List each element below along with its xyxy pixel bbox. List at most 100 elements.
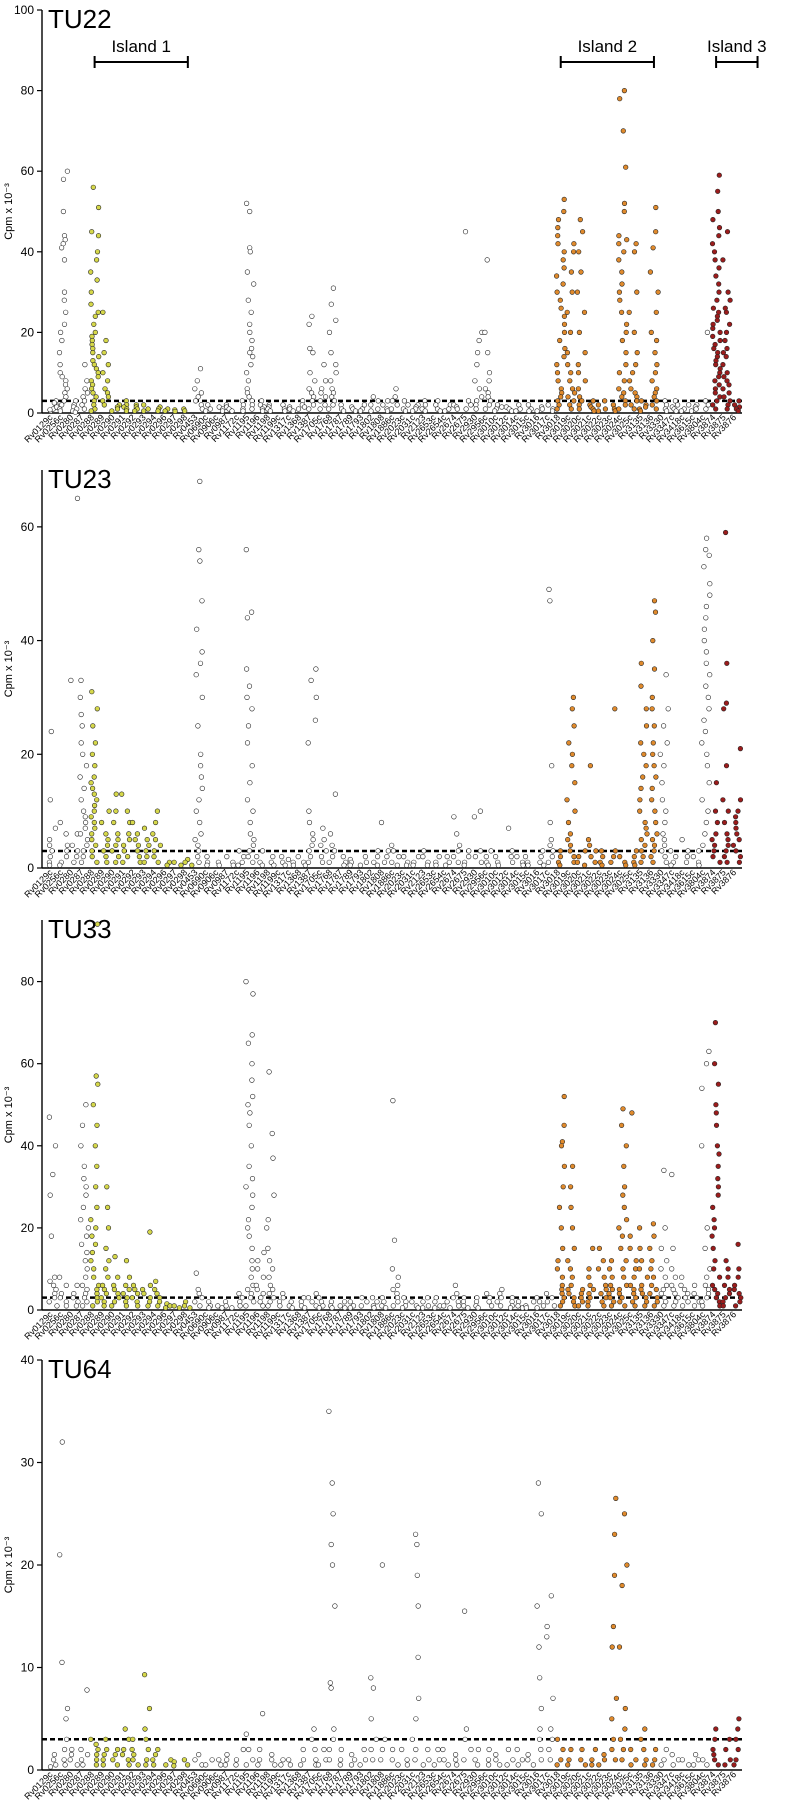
data-point [255, 1762, 261, 1768]
data-point [333, 317, 339, 323]
data-point [389, 1266, 396, 1272]
data-point [196, 859, 202, 865]
data-point [302, 862, 309, 868]
data-point [218, 1762, 224, 1768]
data-point [267, 1299, 273, 1305]
data-point [307, 345, 313, 352]
data-point [725, 842, 731, 848]
data-point [617, 297, 623, 303]
data-point [498, 1303, 504, 1309]
data-point [631, 1290, 637, 1297]
data-point [422, 402, 429, 408]
data-point [78, 677, 84, 684]
data-point [710, 402, 716, 408]
data-point [720, 386, 726, 392]
data-point [155, 408, 161, 414]
data-point [608, 1258, 615, 1264]
data-point [644, 831, 650, 837]
data-point [63, 831, 69, 837]
data-point [493, 853, 499, 860]
data-point [620, 1746, 627, 1753]
data-point [558, 1757, 564, 1763]
data-point [649, 402, 655, 408]
data-point [83, 1102, 89, 1108]
data-point [104, 1746, 110, 1753]
data-point [548, 836, 554, 843]
data-point [243, 546, 249, 553]
data-point [62, 237, 68, 243]
data-point [547, 842, 553, 848]
data-point [271, 1295, 277, 1301]
data-point [565, 394, 571, 400]
data-point [249, 1204, 255, 1210]
data-point [617, 96, 623, 102]
data-point [74, 1762, 80, 1768]
data-point [240, 408, 246, 414]
data-point [328, 350, 334, 356]
data-point [720, 1303, 726, 1309]
data-point [57, 862, 63, 868]
data-point [310, 831, 316, 837]
data-point [609, 1274, 615, 1280]
data-point [669, 1751, 675, 1758]
data-point [114, 1746, 121, 1753]
data-point [661, 842, 668, 848]
data-point [89, 848, 95, 854]
data-point [722, 1295, 729, 1301]
data-point [83, 1184, 89, 1190]
data-point [195, 853, 201, 860]
data-point [702, 398, 709, 404]
data-point [94, 1299, 100, 1305]
data-point [326, 1408, 332, 1414]
data-point [445, 1762, 451, 1768]
data-point [250, 842, 256, 848]
data-point [713, 1295, 719, 1301]
data-point [88, 1736, 94, 1742]
data-point [569, 289, 575, 295]
data-point [141, 859, 147, 865]
data-point [637, 1245, 643, 1251]
data-point [243, 1762, 249, 1768]
data-point [94, 706, 100, 712]
data-point [250, 991, 256, 997]
data-point [399, 1305, 406, 1311]
data-point [691, 1290, 697, 1297]
data-point [92, 329, 98, 336]
data-point [509, 848, 515, 854]
data-point [352, 408, 359, 414]
data-point [195, 842, 201, 848]
data-point [369, 1295, 376, 1301]
data-point [98, 819, 105, 826]
data-point [59, 1659, 65, 1665]
data-point [564, 350, 571, 356]
data-point [80, 853, 86, 860]
data-point [455, 848, 461, 854]
data-point [305, 1295, 312, 1301]
data-point [433, 862, 439, 868]
data-point [101, 1286, 107, 1293]
data-point [649, 694, 655, 701]
data-point [539, 406, 545, 412]
data-point [565, 362, 571, 368]
data-point [410, 862, 416, 868]
data-point [575, 386, 582, 392]
data-point [326, 1757, 333, 1763]
data-point [725, 1274, 731, 1280]
data-point [79, 1282, 85, 1288]
data-point [716, 382, 722, 388]
data-point [548, 1726, 554, 1732]
data-point [309, 1299, 315, 1305]
data-point [540, 1303, 547, 1309]
data-point [650, 1274, 657, 1280]
data-point [91, 774, 97, 780]
data-point [547, 1757, 553, 1763]
data-point [494, 1299, 500, 1305]
data-point [306, 808, 312, 814]
data-point [641, 1746, 647, 1753]
data-point [143, 1762, 149, 1768]
data-point [525, 1751, 531, 1758]
data-point [114, 406, 121, 412]
data-point [249, 337, 255, 344]
data-point [51, 1751, 58, 1758]
data-point [703, 603, 710, 610]
